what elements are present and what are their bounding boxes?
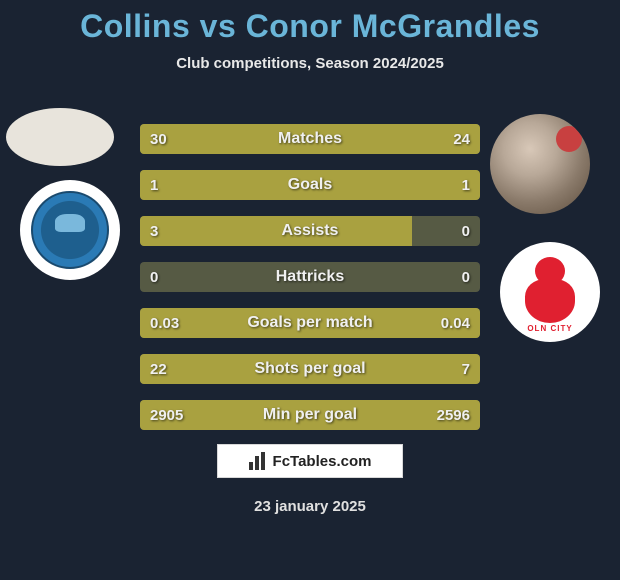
stat-label: Goals per match bbox=[140, 308, 480, 338]
club-badge-right: OLN CITY bbox=[500, 242, 600, 342]
brand-chart-icon bbox=[249, 452, 269, 470]
stat-label: Assists bbox=[140, 216, 480, 246]
stat-row: 29052596Min per goal bbox=[140, 400, 480, 430]
brand-text: FcTables.com bbox=[273, 453, 372, 470]
subtitle: Club competitions, Season 2024/2025 bbox=[0, 55, 620, 72]
stat-row: 30Assists bbox=[140, 216, 480, 246]
stat-row: 00Hattricks bbox=[140, 262, 480, 292]
stat-label: Hattricks bbox=[140, 262, 480, 292]
club-crest-right: OLN CITY bbox=[516, 255, 584, 329]
club-crest-left bbox=[31, 191, 109, 269]
club-right-text: OLN CITY bbox=[516, 324, 584, 333]
date-text: 23 january 2025 bbox=[0, 498, 620, 515]
stat-row: 227Shots per goal bbox=[140, 354, 480, 384]
stat-label: Min per goal bbox=[140, 400, 480, 430]
stat-row: 3024Matches bbox=[140, 124, 480, 154]
stats-container: 3024Matches 11Goals 30Assists 00Hattricks 0.… bbox=[140, 124, 480, 446]
club-badge-left bbox=[20, 180, 120, 280]
stat-label: Matches bbox=[140, 124, 480, 154]
stat-row: 11Goals bbox=[140, 170, 480, 200]
brand-box[interactable]: FcTables.com bbox=[217, 444, 403, 478]
stat-row: 0.030.04Goals per match bbox=[140, 308, 480, 338]
stat-label: Goals bbox=[140, 170, 480, 200]
player-photo-right bbox=[490, 114, 590, 214]
page-title: Collins vs Conor McGrandles bbox=[0, 0, 620, 45]
player-photo-left bbox=[6, 108, 114, 166]
stat-label: Shots per goal bbox=[140, 354, 480, 384]
